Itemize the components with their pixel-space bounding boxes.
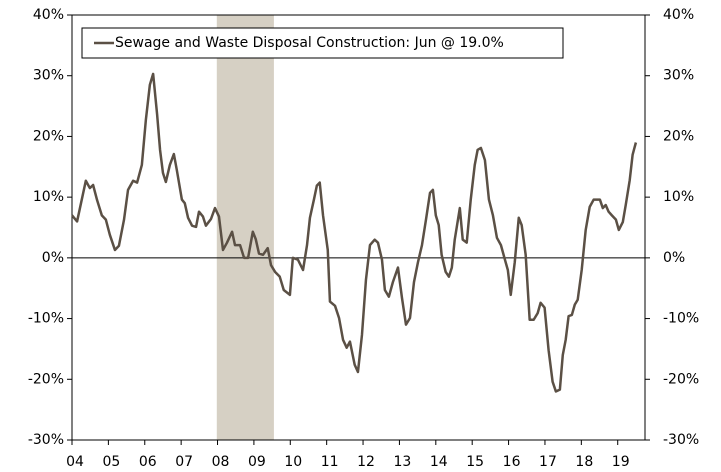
y-tick-label: 10% [33,189,64,205]
legend-box [81,27,564,59]
y-tick-label: 0% [42,250,64,266]
x-tick-label: 07 [175,454,193,470]
legend-label: Sewage and Waste Disposal Construction: … [115,35,504,51]
x-tick-label: 09 [248,454,266,470]
x-tick-label: 12 [357,454,375,470]
y2-tick-label: -10% [663,311,699,327]
y2-tick-label: 20% [663,128,694,144]
y-tick-label: 40% [33,7,64,23]
x-tick-label: 05 [102,454,120,470]
x-tick-label: 19 [612,454,630,470]
y-tick-label: -20% [28,371,64,387]
x-tick-label: 18 [575,454,593,470]
x-tick-label: 15 [466,454,484,470]
x-tick-label: 16 [503,454,521,470]
y-tick-label: 20% [33,128,64,144]
x-tick-label: 04 [66,454,84,470]
x-tick-label: 14 [430,454,448,470]
x-tick-label: 17 [539,454,557,470]
y2-tick-label: 0% [663,250,685,266]
plot-frame [71,14,646,441]
line-series [71,72,638,393]
x-tick-label: 11 [321,454,339,470]
y2-tick-label: -20% [663,371,699,387]
y-tick-label: -10% [28,311,64,327]
y2-tick-label: 40% [663,7,694,23]
y2-tick-label: 30% [663,68,694,84]
shaded-span [216,15,274,440]
x-tick-label: 13 [394,454,412,470]
x-tick-label: 08 [212,454,230,470]
y-tick-label: -30% [28,432,64,448]
y2-tick-label: 10% [663,189,694,205]
x-tick-label: 10 [284,454,302,470]
x-tick-label: 06 [139,454,157,470]
y2-tick-label: -30% [663,432,699,448]
y-tick-label: 30% [33,68,64,84]
